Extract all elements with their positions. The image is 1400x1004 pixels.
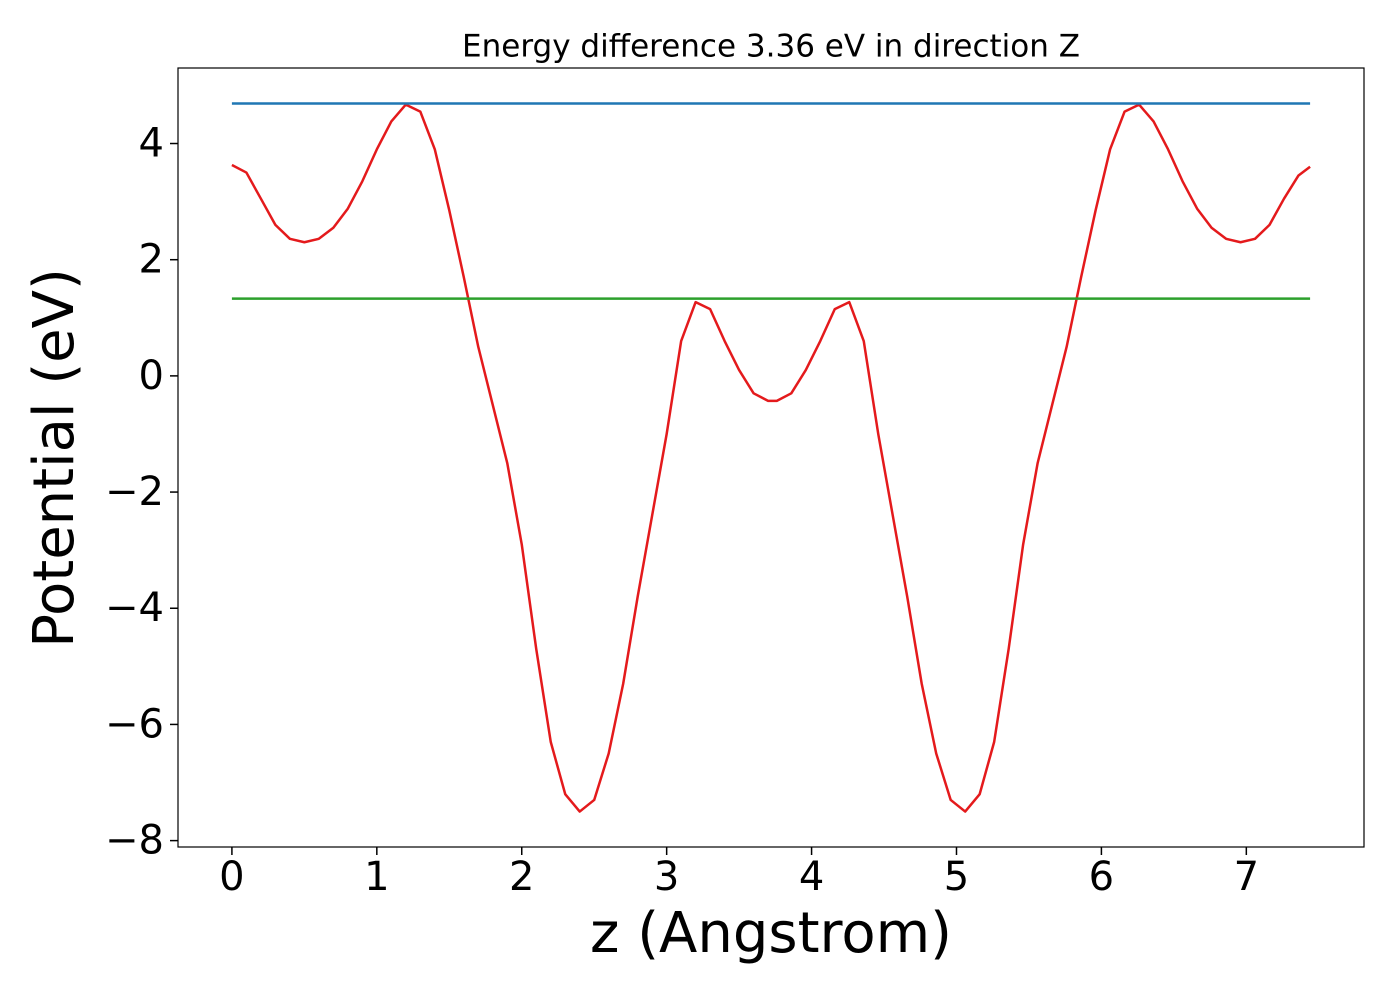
y-tick-label: 4	[139, 121, 164, 167]
x-tick-label: 6	[1089, 854, 1114, 900]
x-tick-label: 3	[654, 854, 679, 900]
x-tick-label: 1	[364, 854, 389, 900]
x-tick-label: 2	[509, 854, 534, 900]
chart-title: Energy difference 3.36 eV in direction Z	[462, 29, 1080, 65]
plot-frame	[177, 67, 1365, 848]
y-axis-label: Potential (eV)	[22, 268, 87, 648]
x-tick-label: 0	[219, 854, 244, 900]
y-tick-label: −8	[105, 818, 164, 864]
data-line	[231, 103, 1311, 813]
x-axis-label: z (Angstrom)	[590, 901, 952, 966]
y-tick-label: −6	[105, 701, 164, 747]
y-tick-label: −4	[105, 585, 164, 631]
y-tick-label: 2	[139, 237, 164, 283]
x-tick-label: 5	[944, 854, 969, 900]
y-tick-label: 0	[139, 353, 164, 399]
x-tick-label: 7	[1234, 854, 1259, 900]
y-tick-label: −2	[105, 469, 164, 515]
x-tick-label: 4	[799, 854, 824, 900]
